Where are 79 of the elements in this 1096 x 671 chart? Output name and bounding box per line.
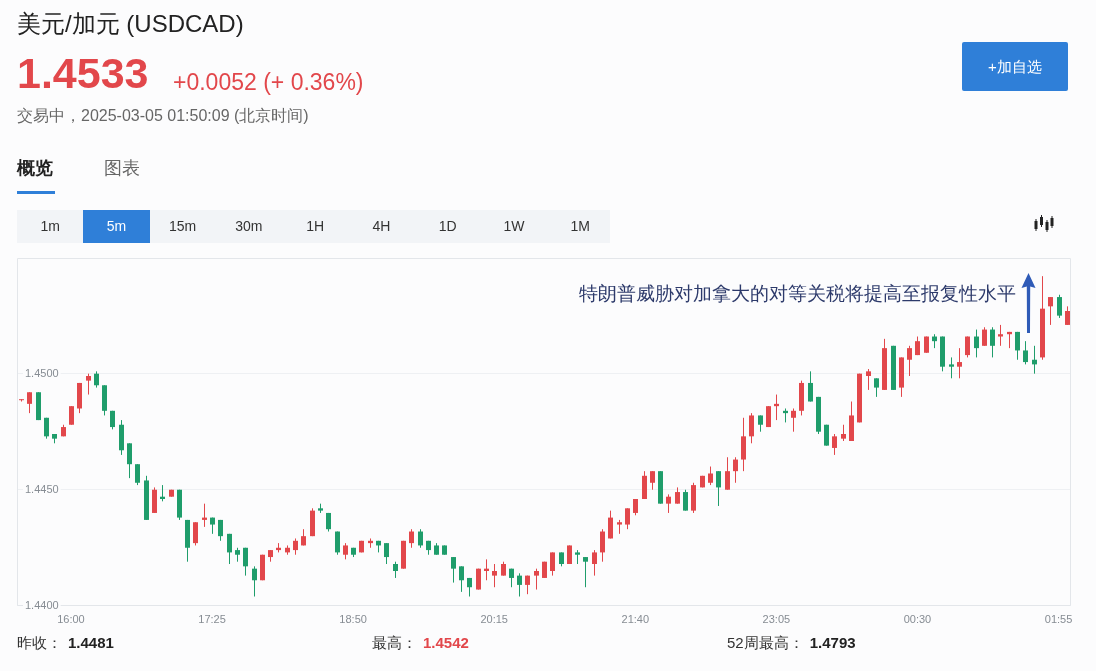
candlestick xyxy=(874,377,879,398)
x-tick-label: 21:40 xyxy=(621,613,650,626)
candlestick xyxy=(733,456,738,484)
candlestick xyxy=(86,373,91,396)
candlestick xyxy=(725,456,730,491)
candlestick xyxy=(19,398,24,403)
candlestick xyxy=(418,528,423,549)
chart-title: 美元/加元 (USDCAD) xyxy=(17,10,244,38)
candlestick xyxy=(990,326,995,358)
candlestick xyxy=(227,533,232,565)
text: 1.4793 xyxy=(809,634,856,651)
add-button: +加自选 xyxy=(962,42,1068,91)
y-tick-label: 1.4500 xyxy=(25,366,59,379)
annotation: 特朗普威胁对加拿大的对等关税将提高至报复性水平 xyxy=(579,283,1016,305)
interval-selector: 1m 5m 15m 30m 1H 4H 1D 1W 1M xyxy=(17,210,610,243)
candlestick xyxy=(243,547,248,577)
candlestick xyxy=(741,417,746,472)
x-tick-label: 01:55 xyxy=(1044,613,1073,626)
candlestick xyxy=(384,542,389,565)
y-tick-label: 1.4400 xyxy=(25,598,59,611)
candlestick xyxy=(252,565,257,598)
candlestick xyxy=(600,528,605,563)
candlestick xyxy=(1065,305,1070,326)
text: +0.0052 (+ 0.36%) xyxy=(173,68,364,96)
candlestick xyxy=(982,326,987,347)
candlestick xyxy=(808,370,813,403)
candlestick xyxy=(193,521,198,546)
candlestick xyxy=(69,405,74,426)
candlestick xyxy=(459,565,464,593)
y-tick-label: 1.4450 xyxy=(25,482,59,495)
text: 1.4542 xyxy=(423,634,469,651)
text: 概览 xyxy=(17,157,53,179)
candlestick xyxy=(749,412,754,444)
candlestick xyxy=(534,568,539,591)
selected-interval-button: 5m xyxy=(83,210,150,243)
candlestick xyxy=(625,507,630,530)
candlestick xyxy=(907,345,912,377)
candlestick xyxy=(608,510,613,539)
text: 图表 xyxy=(104,157,140,179)
candlestick xyxy=(1015,331,1020,361)
candlestick xyxy=(592,549,597,577)
candlestick xyxy=(1023,340,1028,365)
x-tick-label: 23:05 xyxy=(762,613,791,626)
candlestick xyxy=(135,463,140,486)
candlestick xyxy=(127,442,132,479)
candlestick xyxy=(1057,294,1062,319)
candlestick xyxy=(583,556,588,588)
candlestick xyxy=(957,347,962,379)
candlestick xyxy=(949,356,954,379)
candlestick xyxy=(1048,296,1053,326)
text: 1.4533 xyxy=(17,49,149,97)
candlestick xyxy=(152,486,157,514)
candlestick xyxy=(492,563,497,588)
candlestick xyxy=(451,556,456,584)
candlestick xyxy=(708,466,713,486)
candlestick xyxy=(683,489,688,512)
candlestick xyxy=(517,572,522,598)
candlestick xyxy=(832,433,837,456)
text: 昨收： xyxy=(17,634,62,651)
candlestick xyxy=(716,470,721,507)
candlestick xyxy=(998,324,1003,347)
candlestick xyxy=(666,493,671,514)
candlestick xyxy=(866,368,871,391)
x-tick-label: 18:50 xyxy=(339,613,367,626)
x-tick-label: 16:00 xyxy=(57,613,85,626)
candlestick xyxy=(27,391,32,414)
text: 52周最高： xyxy=(727,634,804,651)
x-tick-label: 17:25 xyxy=(198,613,226,626)
candlestick xyxy=(791,407,796,433)
chart-subtitle: 交易中，2025-03-05 01:50:09 (北京时间) xyxy=(17,106,309,126)
text: 最高： xyxy=(372,634,417,651)
candlestick xyxy=(650,470,655,491)
x-tick-label: 20:15 xyxy=(480,613,508,626)
text: 1.4481 xyxy=(68,634,114,651)
candlestick xyxy=(642,470,647,500)
candlestick xyxy=(974,329,979,358)
candlestick xyxy=(550,551,555,577)
candlestick xyxy=(409,528,414,549)
x-tick-label: 00:30 xyxy=(903,613,932,626)
